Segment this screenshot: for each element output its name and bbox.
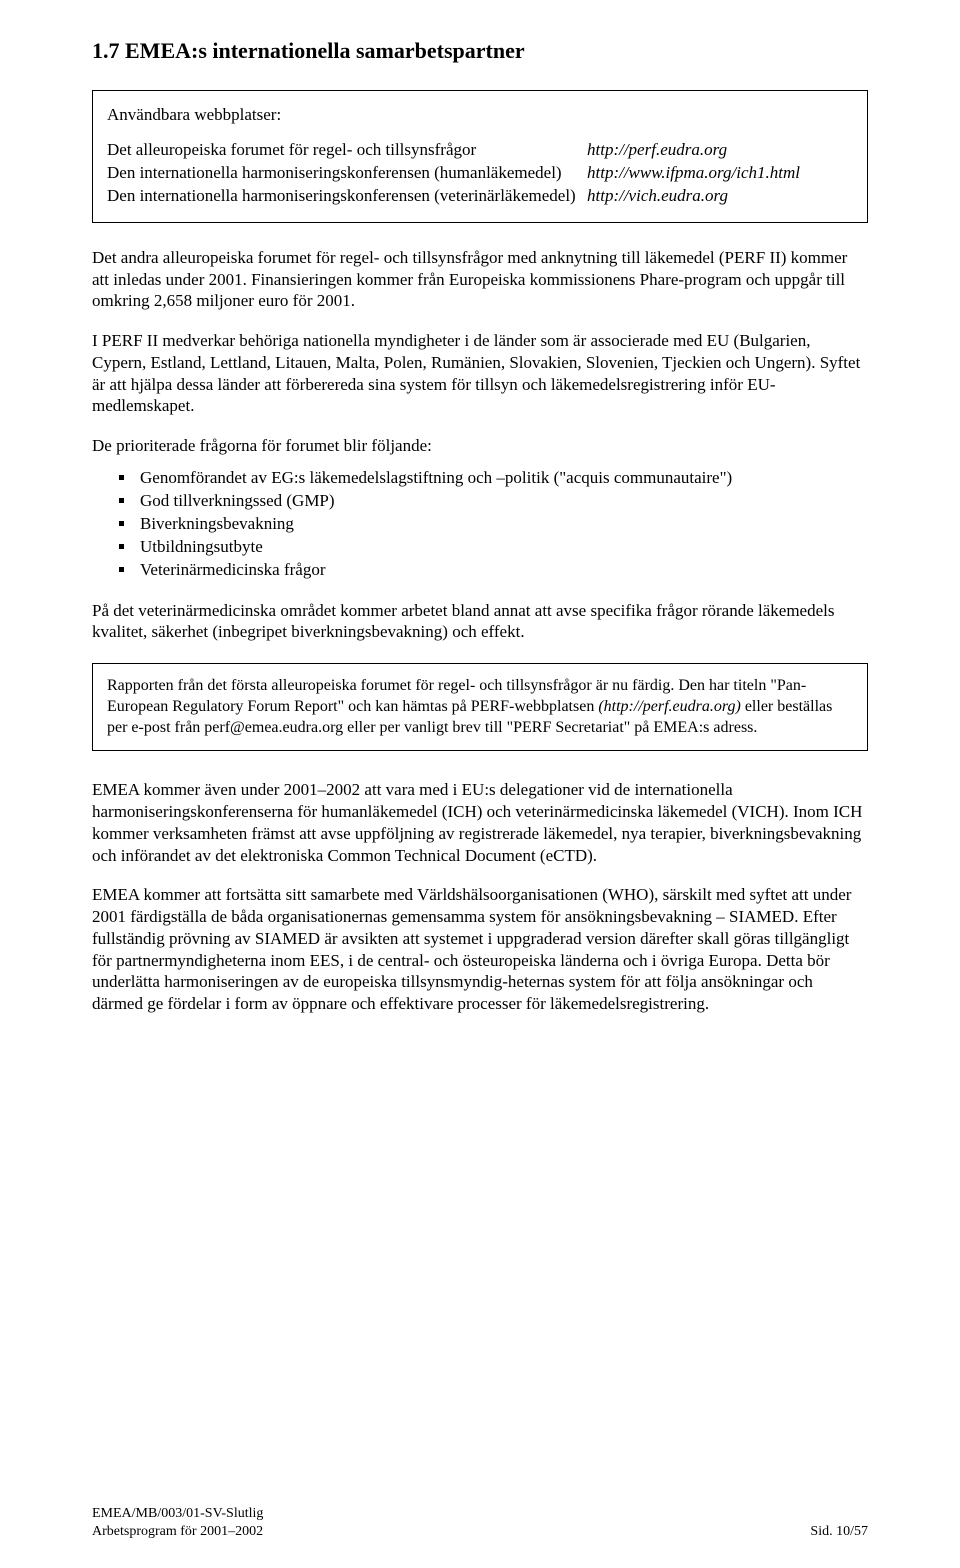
section-heading: 1.7 EMEA:s internationella samarbetspart…	[92, 38, 868, 64]
footer-left: EMEA/MB/003/01-SV-Slutlig Arbetsprogram …	[92, 1505, 263, 1540]
list-item-text: Utbildningsutbyte	[140, 537, 263, 556]
list-item-text: Genomförandet av EG:s läkemedelslagstift…	[140, 468, 732, 487]
paragraph: Det andra alleuropeiska forumet för rege…	[92, 247, 868, 312]
list-item: Utbildningsutbyte	[136, 536, 868, 559]
paragraph: De prioriterade frågorna för forumet bli…	[92, 435, 868, 457]
page: 1.7 EMEA:s internationella samarbetspart…	[0, 0, 960, 1568]
link-row: Den internationella harmoniseringskonfer…	[107, 185, 853, 208]
link-row: Den internationella harmoniseringskonfer…	[107, 162, 853, 185]
links-box: Användbara webbplatser: Det alleuropeisk…	[92, 90, 868, 223]
link-url: http://vich.eudra.org	[587, 185, 728, 208]
link-label: Det alleuropeiska forumet för regel- och…	[107, 139, 587, 162]
note-italic-url: (http://perf.eudra.org)	[598, 698, 741, 715]
footer-page-number: Sid. 10/57	[810, 1524, 868, 1540]
list-item: Biverkningsbevakning	[136, 513, 868, 536]
footer-doc-title: Arbetsprogram för 2001–2002	[92, 1523, 263, 1541]
note-box: Rapporten från det första alleuropeiska …	[92, 663, 868, 751]
list-item-text: Biverkningsbevakning	[140, 514, 294, 533]
list-item: Genomförandet av EG:s läkemedelslagstift…	[136, 467, 868, 490]
links-box-title: Användbara webbplatser:	[107, 105, 853, 125]
link-label: Den internationella harmoniseringskonfer…	[107, 162, 587, 185]
link-label: Den internationella harmoniseringskonfer…	[107, 185, 587, 208]
paragraph: På det veterinärmedicinska området komme…	[92, 600, 868, 644]
paragraph: EMEA kommer även under 2001–2002 att var…	[92, 779, 868, 866]
paragraph: EMEA kommer att fortsätta sitt samarbete…	[92, 884, 868, 1015]
list-item: Veterinärmedicinska frågor	[136, 559, 868, 582]
link-row: Det alleuropeiska forumet för regel- och…	[107, 139, 853, 162]
page-footer: EMEA/MB/003/01-SV-Slutlig Arbetsprogram …	[92, 1505, 868, 1540]
bullet-list: Genomförandet av EG:s läkemedelslagstift…	[92, 467, 868, 582]
footer-doc-id: EMEA/MB/003/01-SV-Slutlig	[92, 1505, 263, 1523]
list-item-text: God tillverkningssed (GMP)	[140, 491, 335, 510]
list-item: God tillverkningssed (GMP)	[136, 490, 868, 513]
link-url: http://perf.eudra.org	[587, 139, 727, 162]
paragraph: I PERF II medverkar behöriga nationella …	[92, 330, 868, 417]
list-item-text: Veterinärmedicinska frågor	[140, 560, 326, 579]
link-url: http://www.ifpma.org/ich1.html	[587, 162, 800, 185]
